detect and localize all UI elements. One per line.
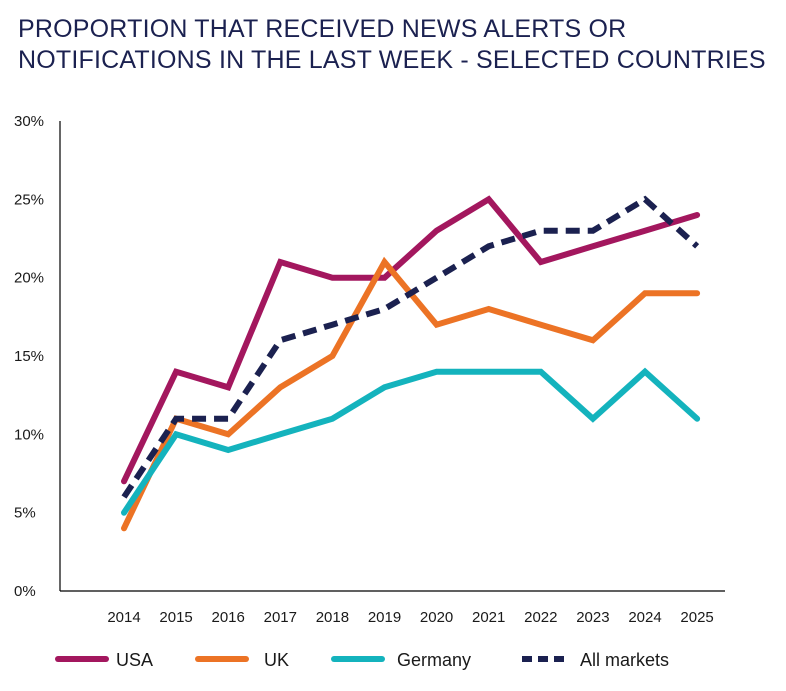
legend-item-uk: UK: [195, 650, 289, 670]
x-tick-label: 2022: [524, 609, 557, 626]
x-tick-label: 2017: [264, 609, 297, 626]
legend-label-germany: Germany: [397, 650, 471, 670]
x-tick-label: 2015: [159, 609, 192, 626]
x-tick-label: 2018: [316, 609, 349, 626]
series-lines: [121, 195, 701, 532]
series-line-uk: [121, 256, 701, 532]
chart-title-line-2: NOTIFICATIONS IN THE LAST WEEK - SELECTE…: [18, 46, 766, 74]
chart-title: PROPORTION THAT RECEIVED NEWS ALERTS OR …: [18, 14, 778, 76]
y-tick-label: 10%: [14, 426, 44, 443]
y-tick-label: 20%: [14, 270, 44, 287]
legend-label-usa: USA: [116, 650, 153, 670]
x-tick-label: 2016: [212, 609, 245, 626]
y-axis-ticks: 0% 5% 10% 15% 20% 25% 30%: [14, 113, 44, 600]
legend-item-germany: Germany: [331, 650, 471, 670]
legend-label-all-markets: All markets: [580, 650, 669, 670]
legend: USA UK Germany All markets: [55, 650, 669, 670]
x-tick-label: 2014: [107, 609, 140, 626]
series-line-all-markets: [121, 195, 700, 499]
axes: [59, 121, 725, 592]
x-tick-label: 2025: [680, 609, 713, 626]
y-tick-label: 30%: [14, 113, 44, 130]
x-tick-label: 2020: [420, 609, 453, 626]
chart-title-line-1: PROPORTION THAT RECEIVED NEWS ALERTS OR: [18, 15, 627, 43]
y-tick-label: 0%: [14, 583, 36, 600]
x-tick-label: 2019: [368, 609, 401, 626]
x-tick-label: 2024: [628, 609, 661, 626]
y-tick-label: 5%: [14, 505, 36, 522]
series-line-usa: [121, 195, 701, 485]
y-tick-label: 25%: [14, 191, 44, 208]
legend-item-all-markets: All markets: [522, 650, 669, 670]
x-tick-label: 2023: [576, 609, 609, 626]
y-tick-label: 15%: [14, 348, 44, 365]
legend-label-uk: UK: [264, 650, 289, 670]
x-axis-ticks: 2014 2015 2016 2017 2018 2019 2020 2021 2022 2023…: [107, 609, 713, 626]
legend-item-usa: USA: [55, 650, 153, 670]
series-line-germany: [121, 367, 701, 516]
x-tick-label: 2021: [472, 609, 505, 626]
